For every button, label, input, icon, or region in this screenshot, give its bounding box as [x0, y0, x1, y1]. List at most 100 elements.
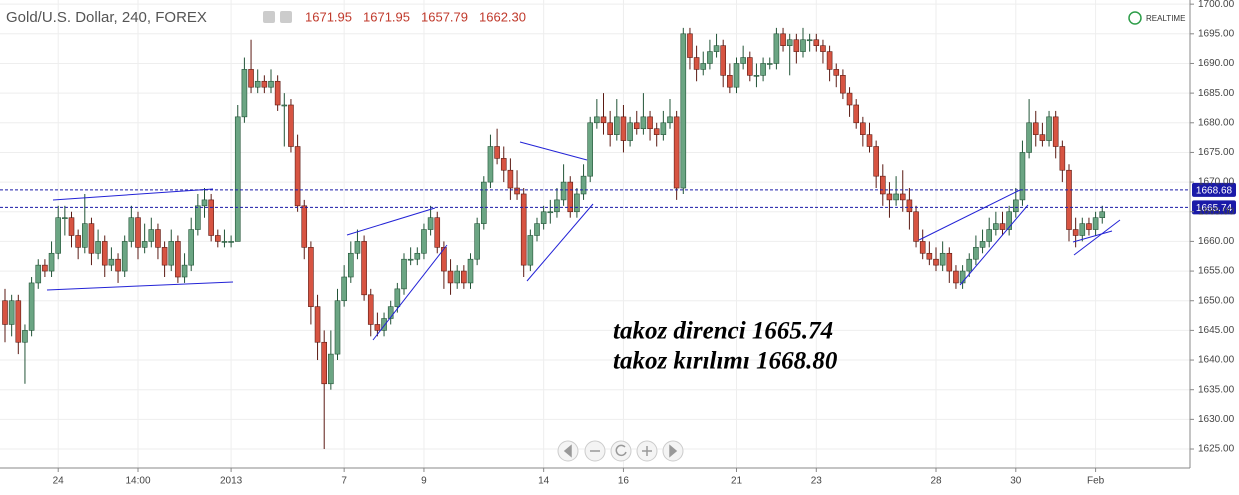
control-icons [563, 444, 678, 458]
candle-body [407, 258, 414, 261]
candle-body [560, 181, 567, 201]
x-tick-label: 7 [341, 476, 347, 487]
candle-body [175, 241, 181, 278]
candle-body [221, 241, 228, 243]
candle-body [647, 116, 653, 130]
y-tick-label: 1645.00 [1198, 325, 1235, 336]
candle-body [939, 252, 946, 266]
candle-body [727, 75, 733, 88]
candle-body [740, 57, 746, 64]
annotation: takoz kırılımı 1668.80 [613, 348, 838, 375]
candle-body [474, 223, 480, 260]
price-label-box [1192, 182, 1236, 197]
y-tick-label: 1665.00 [1198, 206, 1235, 217]
candle-body [161, 247, 168, 266]
trend-line [1072, 230, 1113, 243]
candle-body [121, 241, 128, 272]
chart-title: Gold/U.S. Dollar, 240, FOREX [6, 9, 207, 26]
y-tick-label: 1660.00 [1198, 236, 1235, 247]
settings-icon[interactable] [263, 11, 275, 23]
candle-body [554, 199, 560, 213]
candle-body [168, 241, 175, 266]
hide-icon[interactable] [280, 11, 292, 23]
candle-body [35, 264, 42, 284]
candle-body [248, 69, 254, 88]
candle-body [1039, 134, 1046, 141]
candle-body [1006, 211, 1012, 230]
candle-body [766, 63, 773, 65]
candle-body [1019, 152, 1026, 201]
candle-body [653, 128, 660, 135]
x-tick-label: 2013 [220, 476, 243, 487]
candle-body [986, 229, 993, 242]
candle-body [241, 69, 248, 118]
candle-body [101, 241, 108, 266]
candle-body [733, 63, 740, 88]
candle-body [234, 116, 241, 242]
candle-body [367, 294, 374, 325]
candle-body [461, 270, 467, 284]
y-tick-label: 1680.00 [1198, 117, 1235, 128]
high-value: 1671.95 [363, 9, 410, 24]
candle-body [520, 193, 527, 266]
candle-body [693, 57, 700, 70]
candle-body [374, 324, 381, 331]
trend-line [526, 203, 594, 282]
candle-body [973, 247, 979, 260]
candle-body [414, 252, 421, 260]
candle-body [62, 217, 68, 219]
annotation: takoz direnci 1665.74 [613, 318, 833, 345]
candle-body [906, 199, 913, 213]
candle-body [534, 223, 540, 236]
candle-body [288, 104, 294, 147]
trend-line [519, 141, 588, 161]
candle-body [55, 217, 62, 254]
horizontal-lines: 1668.68 1665.74 [0, 182, 1236, 215]
candle-body [673, 116, 680, 189]
candle-body [680, 33, 687, 189]
candle-body [1046, 116, 1052, 141]
x-tick-label: 14 [538, 476, 550, 487]
candle-body [82, 223, 88, 248]
candle-body [886, 193, 893, 201]
low-value: 1657.79 [421, 9, 468, 24]
candle-body [959, 270, 966, 284]
price-label: 1665.74 [1196, 203, 1233, 214]
candle-body [454, 270, 461, 284]
candle-body [1052, 116, 1059, 147]
candle-body [441, 247, 447, 272]
candle-body [1026, 122, 1032, 153]
close-value: 1662.30 [479, 9, 526, 24]
price-label: 1668.68 [1196, 186, 1233, 197]
candle-body [301, 205, 308, 248]
candle-body [600, 116, 607, 124]
candle-body [633, 122, 640, 130]
candle-body [15, 300, 22, 343]
candle-body [540, 211, 547, 224]
reset-icon [615, 444, 627, 457]
candle-body [321, 341, 328, 385]
candle-body [607, 122, 613, 135]
y-tick-label: 1700.00 [1198, 0, 1235, 10]
y-tick-label: 1690.00 [1198, 58, 1235, 69]
candle-body [1066, 169, 1072, 230]
trend-line [46, 281, 234, 291]
candle-body [580, 175, 587, 195]
zoom-controls [557, 440, 684, 462]
candle-body [28, 282, 35, 331]
candle-body [281, 104, 288, 107]
candle-body [494, 146, 500, 159]
candle-body [128, 217, 135, 242]
candle-body [866, 134, 873, 147]
candle-body [294, 146, 301, 207]
candle-body [780, 33, 786, 46]
reset-button[interactable] [610, 440, 632, 462]
x-tick-label: 14:00 [125, 476, 150, 487]
x-tick-label: 9 [421, 476, 427, 487]
candle-body [334, 300, 341, 355]
candle-body [899, 193, 906, 201]
candle-body [919, 241, 926, 254]
candle-body [713, 45, 720, 52]
